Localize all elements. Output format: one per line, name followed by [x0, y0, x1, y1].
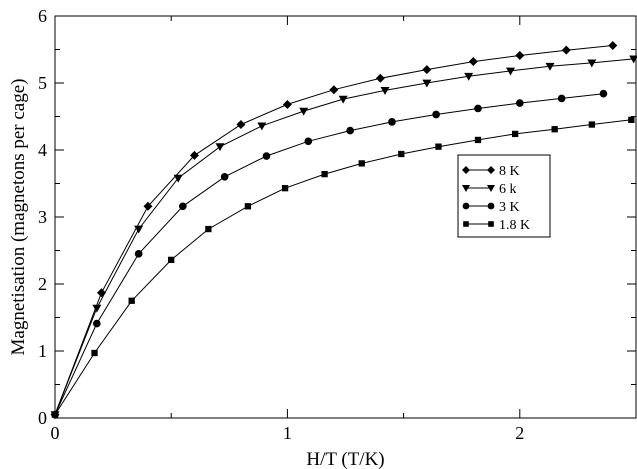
data-point: [561, 45, 571, 55]
data-point: [468, 57, 478, 67]
legend: 8 K 6 k 3 K 1.8 K: [457, 154, 551, 238]
data-point: [629, 55, 637, 64]
data-point: [515, 99, 524, 107]
data-point: [189, 150, 199, 160]
data-point: [92, 304, 102, 313]
series-line: [54, 93, 604, 415]
data-point: [51, 411, 59, 418]
legend-marker: [487, 166, 495, 174]
y-axis-label: Magnetisation (magnetons per cage): [8, 79, 29, 356]
y-tick-label: 3: [38, 207, 47, 227]
y-tick-label: 5: [38, 73, 47, 93]
legend-marker: [488, 221, 494, 227]
data-point: [282, 99, 292, 109]
series-square: [51, 116, 635, 418]
data-point: [346, 126, 354, 135]
data-point: [398, 150, 405, 158]
data-point: [168, 256, 175, 264]
y-tick-label: 2: [38, 274, 47, 294]
data-point: [588, 121, 595, 128]
data-point: [220, 172, 229, 181]
data-point: [128, 297, 135, 304]
data-point: [173, 174, 183, 183]
data-point: [338, 95, 348, 104]
data-point: [257, 122, 267, 131]
legend-box: [457, 154, 551, 238]
data-point: [143, 201, 153, 211]
legend-label: 8 K: [499, 164, 520, 179]
data-point: [464, 72, 474, 81]
legend-marker: [487, 202, 495, 210]
legend-marker: [462, 166, 470, 174]
legend-label: 3 K: [499, 200, 520, 215]
data-point: [91, 349, 98, 357]
data-point: [134, 225, 144, 234]
x-tick-label: 2: [515, 423, 524, 443]
data-point: [474, 136, 482, 144]
data-point: [512, 130, 519, 138]
data-point: [506, 67, 516, 76]
x-tick-label: 1: [283, 423, 292, 443]
data-point: [422, 65, 432, 75]
data-point: [551, 126, 558, 133]
data-point: [545, 62, 555, 71]
plot-area: 0 1 2 3 4 5 6 0 1 2: [38, 6, 637, 443]
data-point: [304, 137, 313, 146]
y-tick-label: 0: [38, 408, 47, 428]
series-triangle-down: [50, 55, 637, 420]
data-point: [358, 160, 365, 167]
data-point: [93, 319, 101, 328]
data-point: [380, 86, 390, 95]
legend-label: 1.8 K: [499, 218, 530, 233]
legend-label: 6 k: [499, 182, 517, 197]
data-point: [388, 118, 396, 126]
series-circle: [51, 89, 608, 419]
data-point: [375, 73, 385, 83]
data-point: [608, 40, 618, 50]
data-point: [244, 203, 252, 210]
data-point: [215, 143, 225, 152]
x-axis-label: H/T (T/K): [306, 449, 384, 469]
data-point: [587, 59, 597, 68]
x-tick-label: 0: [51, 423, 60, 443]
data-point: [474, 104, 482, 113]
data-point: [435, 143, 442, 150]
legend-marker: [463, 221, 469, 227]
data-point: [515, 51, 525, 61]
legend-marker: [487, 185, 495, 192]
data-point: [599, 89, 608, 98]
y-tick-label: 4: [38, 140, 47, 160]
data-point: [299, 107, 309, 116]
data-point: [281, 185, 289, 192]
data-point: [236, 120, 246, 130]
data-point: [557, 94, 566, 103]
data-point: [432, 110, 440, 119]
data-point: [321, 170, 328, 178]
data-point: [329, 85, 339, 95]
series-line: [54, 119, 632, 415]
y-tick-label: 6: [38, 6, 47, 26]
data-point: [422, 79, 432, 88]
series-layer: [50, 40, 637, 420]
y-tick-label: 1: [38, 341, 47, 361]
legend-marker: [462, 185, 470, 192]
data-point: [205, 225, 212, 233]
data-point: [178, 202, 187, 211]
data-point: [262, 152, 271, 160]
data-point: [134, 250, 143, 258]
legend-marker: [462, 202, 470, 210]
data-point: [628, 116, 635, 123]
